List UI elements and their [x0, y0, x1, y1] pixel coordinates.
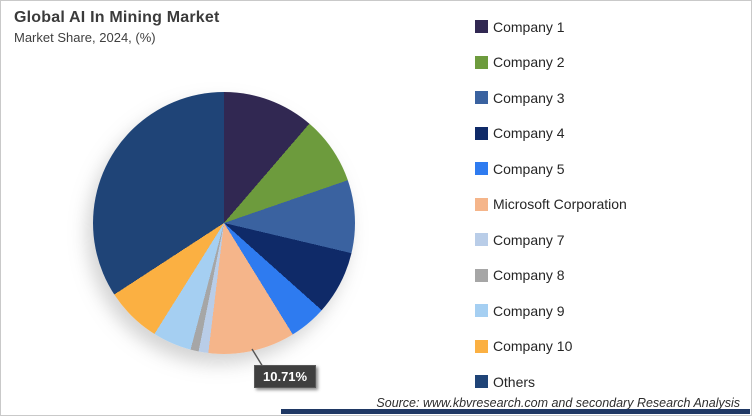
legend-label: Company 9 [493, 302, 565, 319]
legend-swatch-icon [475, 91, 488, 105]
legend-swatch-icon [475, 339, 488, 353]
bottom-accent-bar [281, 409, 750, 414]
legend-label: Company 7 [493, 231, 565, 248]
legend-swatch-icon [475, 197, 488, 211]
legend-label: Company 10 [493, 338, 573, 355]
legend-label: Company 2 [493, 54, 565, 71]
legend-item: Company 8 [475, 258, 627, 294]
legend-swatch-icon [475, 304, 488, 318]
legend-item: Others [475, 364, 627, 400]
legend-swatch-icon [475, 375, 488, 389]
legend-label: Microsoft Corporation [493, 196, 627, 213]
legend-label: Company 5 [493, 160, 565, 177]
legend-label: Company 4 [493, 125, 565, 142]
data-label-callout: 10.71% [254, 365, 317, 388]
legend-item: Company 3 [475, 80, 627, 116]
legend-label: Others [493, 373, 536, 390]
chart-subtitle: Market Share, 2024, (%) [14, 30, 156, 45]
legend-item: Company 5 [475, 151, 627, 187]
chart-header: Global AI In Mining Market Market Share,… [14, 9, 220, 45]
legend-label: Company 3 [493, 89, 565, 106]
source-note: Source: www.kbvresearch.com and secondar… [376, 396, 740, 410]
legend-item: Company 2 [475, 45, 627, 81]
legend-item: Company 10 [475, 329, 627, 365]
chart-title: Global AI In Mining Market [14, 9, 220, 26]
legend-swatch-icon [475, 162, 488, 176]
legend: Company 1 Company 2 Company 3 Company 4 Comp… [475, 9, 627, 400]
legend-item: Company 7 [475, 222, 627, 258]
legend-swatch-icon [475, 20, 488, 34]
legend-item: Company 9 [475, 293, 627, 329]
legend-swatch-icon [475, 126, 488, 140]
legend-swatch-icon [475, 268, 488, 282]
legend-label: Company 1 [493, 18, 565, 35]
pie-chart [93, 92, 355, 354]
legend-item: Microsoft Corporation [475, 187, 627, 223]
legend-item: Company 1 [475, 9, 627, 45]
legend-swatch-icon [475, 233, 488, 247]
legend-label: Company 8 [493, 267, 565, 284]
legend-swatch-icon [475, 55, 488, 69]
legend-item: Company 4 [475, 116, 627, 152]
